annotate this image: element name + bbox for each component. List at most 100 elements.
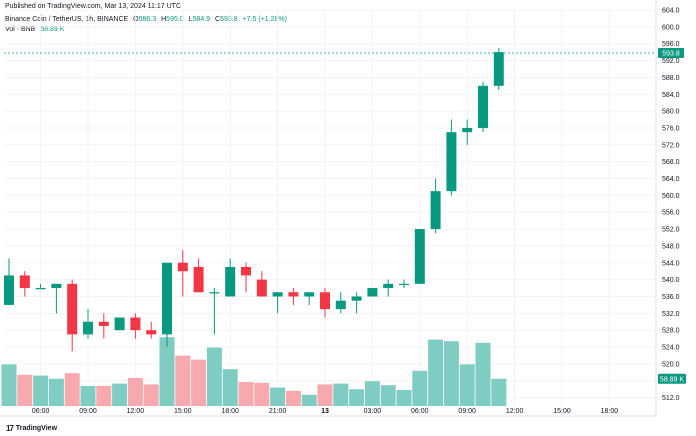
candle-body [399, 283, 409, 286]
candle-body [446, 132, 457, 192]
volume-bar [238, 382, 254, 406]
y-tick-label: 564.0 [662, 176, 680, 183]
y-tick-label: 536.0 [662, 294, 680, 301]
chart-legend: Binance Coin / TetherUS, 1h, BINANCE O58… [5, 15, 287, 35]
candle-body [146, 330, 157, 335]
candle-body [98, 321, 109, 326]
legend-close-label: C [215, 16, 221, 23]
legend-volume-label[interactable]: Vol · BNB [5, 26, 36, 33]
legend-low-value: 584.9 [192, 16, 211, 23]
legend-symbol[interactable]: Binance Coin / TetherUS, 1h, BINANCE [5, 16, 129, 23]
x-tick-label: 12:00 [127, 408, 145, 415]
legend-close-value: 593.8 [220, 16, 238, 23]
x-tick-label: 09:00 [79, 408, 97, 415]
volume-bar [443, 341, 459, 406]
x-tick-label: 15:00 [174, 408, 192, 415]
last-price-tag-label: 593.8 [662, 50, 680, 57]
y-tick-label: 556.0 [662, 210, 680, 217]
y-tick-label: 600.0 [662, 24, 680, 31]
last-volume-tag [658, 373, 686, 384]
legend-low: L584.9 [189, 16, 210, 23]
legend-high: H595.0 [161, 16, 184, 23]
candle-body [162, 262, 172, 335]
candle-body [493, 52, 504, 86]
tradingview-logo[interactable]: 17 TradingView [6, 424, 57, 433]
x-tick-label: 12:00 [506, 408, 524, 415]
candle-body [367, 288, 378, 297]
volume-bar [380, 385, 396, 406]
y-tick-label: 548.0 [662, 243, 680, 250]
legend-volume-value: 58.89 K [40, 26, 65, 33]
candle-body [19, 275, 30, 289]
y-tick-label: 544.0 [662, 260, 680, 267]
y-tick-label: 560.0 [662, 193, 680, 200]
x-tick-label: 03:00 [364, 408, 382, 415]
y-tick-label: 588.0 [662, 75, 680, 82]
candle-body [177, 262, 188, 272]
x-tick-label: 21:00 [269, 408, 287, 415]
volume-bar [285, 390, 301, 406]
candle-body [241, 266, 251, 276]
volume-bar [270, 387, 286, 406]
candle-body [51, 283, 62, 289]
volume-bar [349, 389, 365, 406]
legend-volume-row: Vol · BNB 58.89 K [5, 25, 287, 35]
x-tick-label: 18:00 [221, 408, 239, 415]
volume-bar [175, 355, 191, 406]
y-tick-label: 604.0 [662, 8, 680, 15]
tradingview-logo-text: TradingView [15, 425, 58, 432]
volume-bar [333, 383, 349, 406]
volume-bar [459, 364, 475, 406]
candle-body [320, 292, 330, 310]
y-tick-label: 572.0 [662, 142, 680, 149]
x-tick-label: 13 [321, 408, 329, 415]
legend-low-label: L [188, 16, 193, 23]
volume-bar [112, 383, 128, 406]
volume-bar [364, 381, 380, 406]
price-chart[interactable]: 604.0 600.0 596.0 592.0 588.0 584.0 580.0 576.0… [0, 0, 696, 424]
x-tick-label: 09:00 [458, 408, 476, 415]
y-tick-label: 540.0 [662, 277, 680, 284]
y-tick-label: 532.0 [662, 311, 680, 318]
volume-bar [254, 382, 270, 406]
volume-bar [491, 378, 507, 406]
y-tick-label: 584.0 [662, 92, 680, 99]
candle-body [351, 296, 362, 301]
volume-bar [143, 384, 159, 406]
y-tick-label: 512.0 [662, 395, 680, 402]
x-tick-label: 06:00 [411, 408, 429, 415]
candle-body [288, 292, 299, 297]
candle-body [272, 292, 283, 297]
candle-body [4, 275, 14, 305]
candle-body [462, 127, 473, 133]
candle-body [83, 321, 93, 335]
legend-high-value: 595.0 [166, 16, 184, 23]
volume-bar [17, 374, 33, 406]
candle-body [130, 317, 141, 331]
last-volume-tag-label: 58.89 K [660, 376, 684, 383]
volume-bar [396, 390, 412, 406]
volume-bar [127, 378, 143, 406]
candle-body [67, 283, 78, 335]
volume-bar [33, 375, 49, 406]
volume-bar [96, 386, 112, 406]
candle-body [304, 292, 315, 297]
tradingview-logo-icon: 17 [6, 424, 14, 433]
y-tick-label: 552.0 [662, 227, 680, 234]
legend-change: +7.5 (+1.28%) [242, 16, 287, 23]
volume-bar [428, 339, 444, 406]
candle-body [335, 300, 346, 310]
last-price-tag [658, 47, 684, 58]
volume-bar [80, 386, 96, 406]
candle-body [114, 317, 125, 331]
candle-body [256, 279, 267, 297]
candle-body [35, 288, 46, 290]
candle-body [225, 266, 236, 297]
volume-bar [48, 378, 64, 406]
y-tick-label: 520.0 [662, 361, 680, 368]
x-tick-label: 06:00 [32, 408, 50, 415]
legend-open-value: 586.3 [138, 16, 157, 23]
x-tick-label: 15:00 [553, 408, 571, 415]
y-tick-label: 580.0 [662, 109, 680, 116]
y-tick-label: 524.0 [662, 345, 680, 352]
